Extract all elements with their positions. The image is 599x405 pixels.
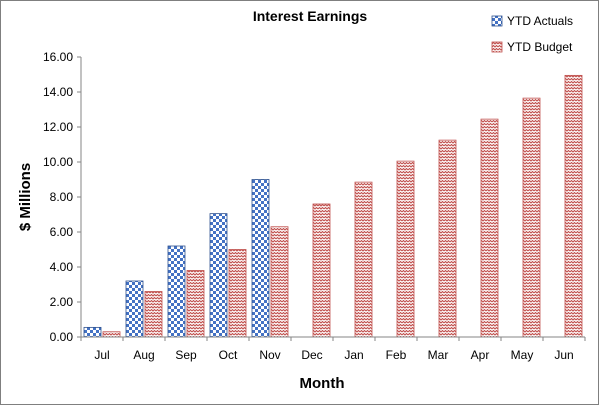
x-tick-label: Jul: [94, 348, 109, 362]
y-tick-label: 14.00: [43, 85, 73, 99]
legend-label-budget: YTD Budget: [507, 40, 573, 54]
bar-ytd-budget: [438, 139, 457, 338]
y-tick-label: 8.00: [50, 190, 74, 204]
x-tick-label: Oct: [219, 348, 238, 362]
bar-ytd-budget: [396, 160, 415, 338]
y-tick-label: 4.00: [50, 260, 74, 274]
x-axis-title: Month: [300, 375, 345, 392]
chart-title: Interest Earnings: [253, 8, 368, 24]
legend-label-actuals: YTD Actuals: [507, 14, 573, 28]
bars: [83, 74, 583, 338]
x-tick-label: Mar: [428, 348, 449, 362]
bar-ytd-budget: [522, 97, 541, 338]
x-tick-label: Feb: [386, 348, 407, 362]
bar-ytd-budget: [186, 270, 205, 338]
bar-ytd-budget: [270, 226, 289, 338]
bar-ytd-budget: [102, 331, 121, 338]
bar-ytd-actuals: [209, 213, 228, 338]
y-tick-label: 10.00: [43, 155, 73, 169]
y-tick-label: 0.00: [50, 330, 74, 344]
x-tick-label: Aug: [133, 348, 154, 362]
x-tick-label: May: [511, 348, 534, 362]
legend: YTD Actuals YTD Budget: [491, 14, 573, 54]
bar-ytd-actuals: [83, 326, 102, 338]
x-tick-label: Nov: [259, 348, 280, 362]
x-tick-label: Apr: [471, 348, 490, 362]
bar-ytd-budget: [480, 118, 499, 338]
y-axis-title: $ Millions: [17, 163, 34, 231]
x-tick-label: Jan: [344, 348, 363, 362]
x-axis-ticks: Jul Aug Sep Oct Nov Dec Jan Feb Mar Apr May Jun: [80, 337, 586, 362]
bar-ytd-actuals: [251, 179, 270, 338]
y-tick-label: 6.00: [50, 225, 74, 239]
bar-ytd-budget: [144, 291, 163, 338]
bar-ytd-budget: [354, 181, 373, 338]
legend-swatch-actuals: [491, 15, 503, 27]
x-tick-label: Jun: [554, 348, 573, 362]
x-tick-label: Sep: [175, 348, 197, 362]
bar-ytd-actuals: [167, 245, 186, 338]
y-tick-label: 16.00: [43, 50, 73, 64]
bar-ytd-actuals: [125, 280, 144, 338]
bar-ytd-budget: [228, 249, 247, 338]
legend-swatch-budget: [491, 41, 503, 53]
y-tick-label: 12.00: [43, 120, 73, 134]
bar-ytd-budget: [564, 74, 583, 338]
bar-ytd-budget: [312, 203, 331, 338]
y-tick-label: 2.00: [50, 295, 74, 309]
y-axis-ticks: 0.00 2.00 4.00 6.00 8.00 10.00 12.00 14.00 16.00: [43, 50, 81, 344]
x-tick-label: Dec: [301, 348, 322, 362]
